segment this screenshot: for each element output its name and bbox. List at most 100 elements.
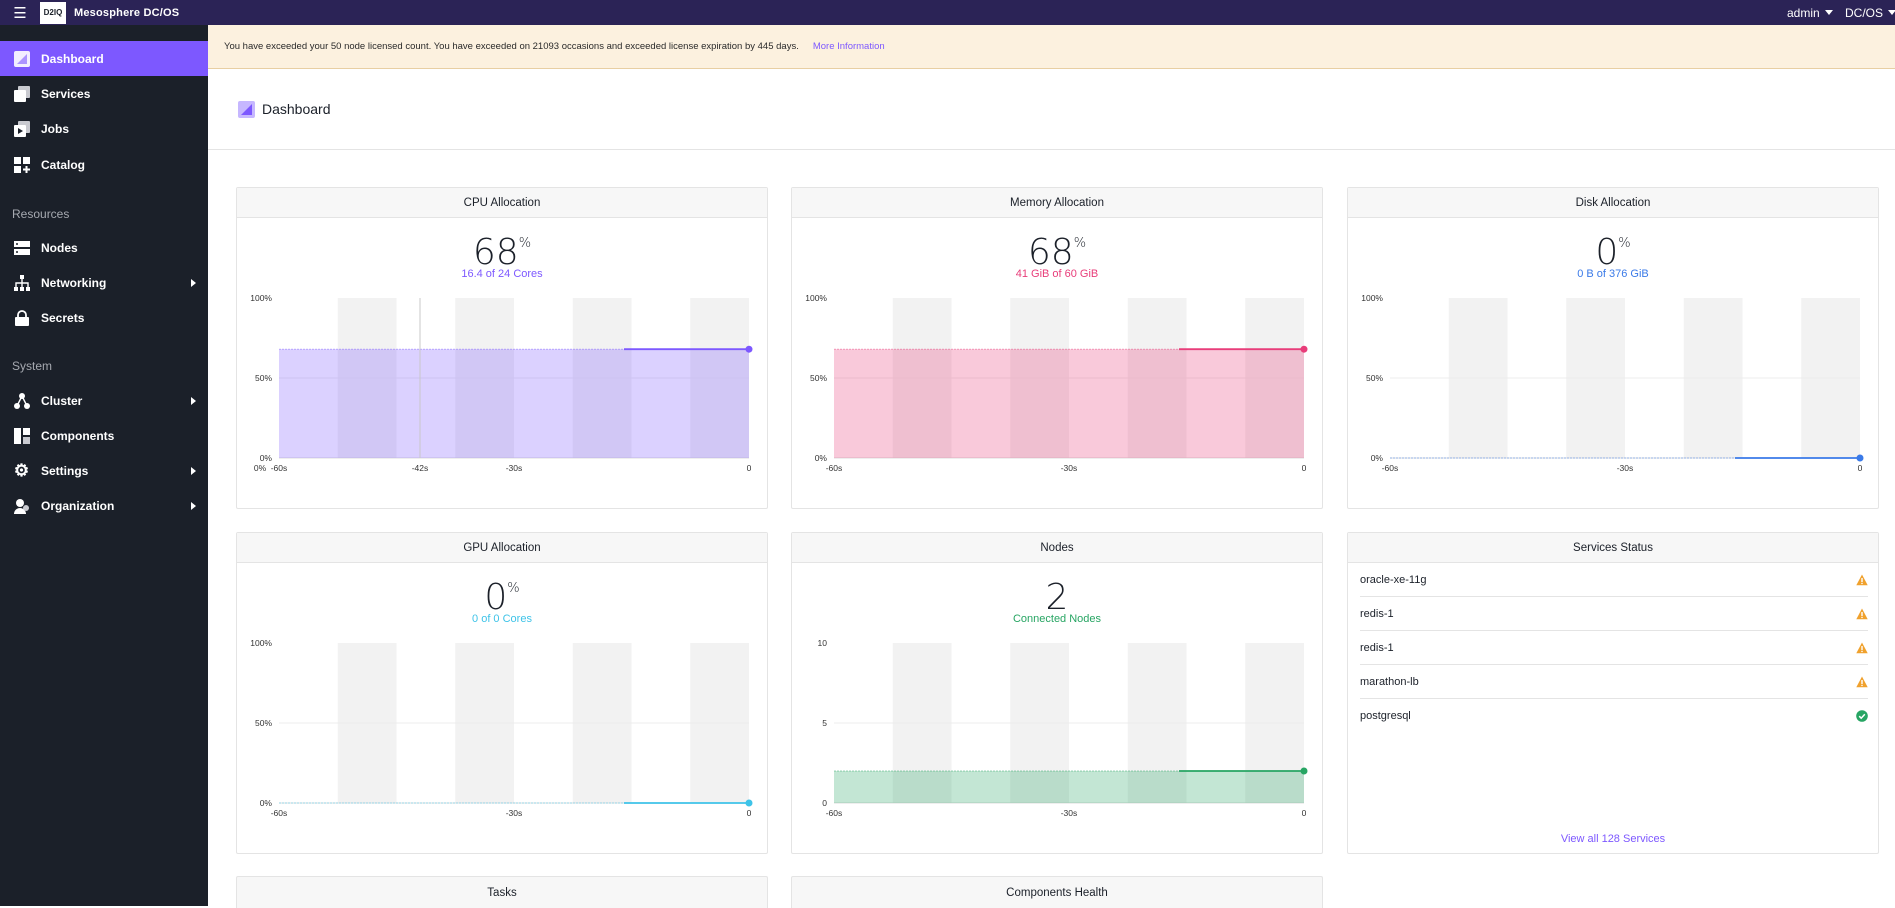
chart-area (834, 349, 1304, 458)
chart-y-tick: 0% (260, 453, 273, 463)
chart-x-tick: 0 (1302, 808, 1307, 818)
gpu-allocation-panel: GPU Allocation 0% 0 of 0 Cores 0% 50% 100%… (236, 532, 768, 854)
memory-subtitle: 41 GiB of 60 GiB (1015, 268, 1099, 280)
d2iq-logo: D2IQ (40, 1, 66, 24)
cpu-chart[interactable]: -42s 0%0% 50% 100% -60s -30s 0 (237, 188, 769, 510)
chart-x-tick: 0 (747, 808, 752, 818)
sidebar-item-components[interactable]: Components (0, 418, 208, 453)
nodes-chart[interactable]: 0 5 10 -60s -30s 0 (792, 533, 1324, 855)
cpu-allocation-panel: CPU Allocation 68% 16.4 of 24 Cores -42s… (236, 187, 768, 509)
cpu-percentage: 68% (472, 232, 532, 273)
chart-y-tick: 0% (1371, 453, 1384, 463)
services-list: oracle-xe-11g redis-1 redis-1 marathon-lb po… (1360, 563, 1868, 733)
panel-title: Nodes (792, 533, 1322, 563)
memory-chart[interactable]: 0% 50% 100% -60s -30s 0 (792, 188, 1324, 510)
warning-icon (1856, 574, 1868, 585)
chart-y-tick: 50% (810, 373, 827, 383)
panel-title: CPU Allocation (237, 188, 767, 218)
sidebar-item-jobs[interactable]: Jobs (0, 111, 208, 146)
panel-title: Services Status (1348, 533, 1878, 563)
hamburger-menu-icon[interactable]: ☰ (13, 4, 27, 22)
warning-icon (1856, 642, 1868, 653)
sidebar: Dashboard Services Jobs Catalog Resource… (0, 25, 208, 906)
chart-x-tick: -30s (1061, 808, 1078, 818)
gpu-subtitle: 0 of 0 Cores (472, 613, 532, 625)
user-name: admin (1787, 5, 1820, 20)
service-row[interactable]: redis-1 (1360, 631, 1868, 665)
sidebar-item-dashboard[interactable]: Dashboard (0, 41, 208, 76)
sidebar-item-networking[interactable]: Networking (0, 265, 208, 300)
chart-x-tick: -60s (1382, 463, 1399, 473)
sidebar-item-nodes[interactable]: Nodes (0, 230, 208, 265)
chart-point (1856, 454, 1864, 462)
settings-icon: ⚙ (13, 460, 30, 480)
chart-x-tick: -30s (1061, 463, 1078, 473)
service-row[interactable]: postgresql (1360, 699, 1868, 733)
disk-allocation-panel: Disk Allocation 0% 0 B of 376 GiB 0% 50% 1… (1347, 187, 1879, 509)
service-name: postgresql (1360, 710, 1411, 722)
user-menu[interactable]: admin (1787, 0, 1833, 25)
nodes-icon (13, 239, 30, 256)
sidebar-item-organization[interactable]: Organization (0, 488, 208, 523)
sidebar-item-secrets[interactable]: Secrets (0, 300, 208, 335)
tasks-panel-title: Tasks (236, 876, 768, 908)
banner-message: You have exceeded your 50 node licensed … (224, 41, 799, 52)
sidebar-item-settings[interactable]: ⚙ Settings (0, 453, 208, 488)
chart-x-tick: -30s (1617, 463, 1634, 473)
service-name: redis-1 (1360, 607, 1394, 620)
chart-area (279, 349, 749, 458)
sidebar-item-services[interactable]: Services (0, 76, 208, 111)
service-row[interactable]: marathon-lb (1360, 665, 1868, 699)
license-warning-banner: You have exceeded your 50 node licensed … (208, 25, 1895, 69)
chart-y-tick: 50% (255, 718, 272, 728)
secrets-icon (13, 309, 30, 326)
chart-x-tick: -60s (826, 463, 843, 473)
chart-x-tick: -30s (506, 808, 523, 818)
chart-y-tick: 50% (255, 373, 272, 383)
chevron-right-icon (191, 278, 196, 287)
gpu-chart[interactable]: 0% 50% 100% -60s -30s 0 (237, 533, 769, 855)
chevron-right-icon (191, 466, 196, 475)
more-information-link[interactable]: More Information (812, 41, 885, 52)
service-row[interactable]: oracle-xe-11g (1360, 563, 1868, 597)
chart-y-tick: 0 (822, 798, 827, 808)
disk-chart[interactable]: 0% 50% 100% -60s -30s 0 (1348, 188, 1880, 510)
chart-y-tick: 10 (818, 638, 828, 648)
dashboard-icon (238, 101, 255, 118)
chart-y-tick: 50% (1366, 373, 1383, 383)
chart-y-tick: 100% (250, 293, 272, 303)
sidebar-heading-resources: Resources (12, 207, 70, 221)
sidebar-item-cluster[interactable]: Cluster (0, 383, 208, 418)
chart-point (1300, 767, 1308, 775)
services-status-panel: Services Status oracle-xe-11g redis-1 redi… (1347, 532, 1879, 854)
chart-x-tick: -60s (271, 808, 288, 818)
cluster-icon (13, 392, 30, 409)
chart-x-tick: 0 (747, 463, 752, 473)
page-header: Dashboard (208, 69, 1895, 150)
panel-title: Disk Allocation (1348, 188, 1878, 218)
nodes-subtitle: Connected Nodes (1012, 613, 1102, 625)
view-all-services-link[interactable]: View all 128 Services (1560, 833, 1666, 845)
chart-point (745, 799, 753, 807)
healthy-check-icon (1856, 710, 1868, 722)
components-icon (13, 427, 30, 444)
sidebar-heading-system: System (12, 359, 53, 373)
service-name: marathon-lb (1360, 675, 1419, 688)
services-icon (13, 85, 30, 102)
memory-allocation-panel: Memory Allocation 68% 41 GiB of 60 GiB 0… (791, 187, 1323, 509)
service-row[interactable]: redis-1 (1360, 597, 1868, 631)
gpu-percentage: 0% (484, 577, 520, 618)
chart-hover-label: -42s (412, 463, 429, 473)
panel-title: Memory Allocation (792, 188, 1322, 218)
components-health-panel-title: Components Health (791, 876, 1323, 908)
disk-percentage: 0% (1595, 232, 1631, 273)
memory-percentage: 68% (1027, 232, 1087, 273)
chart-y-tick: 100% (250, 638, 272, 648)
chart-area (834, 771, 1304, 803)
sidebar-item-catalog[interactable]: Catalog (0, 147, 208, 182)
warning-icon (1856, 676, 1868, 687)
cluster-menu[interactable]: DC/OS (1845, 0, 1895, 25)
chart-y-tick: 100% (805, 293, 827, 303)
chevron-right-icon (191, 501, 196, 510)
page-title: Dashboard (262, 101, 331, 117)
